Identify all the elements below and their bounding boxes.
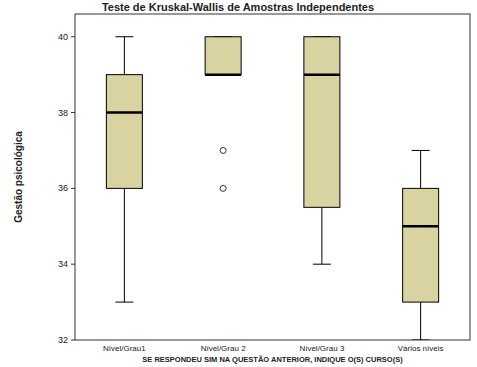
y-tick-label: 40 xyxy=(58,32,68,42)
whisker-upper xyxy=(420,150,421,188)
cap-upper xyxy=(115,36,133,37)
whisker-lower xyxy=(420,302,421,340)
y-tick xyxy=(71,188,75,189)
y-tick xyxy=(71,112,75,113)
median xyxy=(403,225,439,228)
cap-lower xyxy=(313,264,331,265)
outlier xyxy=(220,147,226,153)
y-tick-label: 34 xyxy=(58,259,68,269)
x-tick-label: Nível/Grau1 xyxy=(103,344,146,353)
box xyxy=(304,37,340,208)
median xyxy=(205,73,241,76)
marks xyxy=(106,37,438,340)
y-tick xyxy=(71,264,75,265)
box xyxy=(403,188,439,302)
median xyxy=(304,73,340,76)
chart: Teste de Kruskal-Wallis de Amostras Inde… xyxy=(0,0,477,367)
x-axis-label: SE RESPONDEU SIM NA QUESTÃO ANTERIOR, IN… xyxy=(142,355,403,364)
y-tick xyxy=(71,340,75,341)
cap-lower xyxy=(115,302,133,303)
y-axis-label: Gestão psicológica xyxy=(13,131,24,223)
cap-lower xyxy=(412,340,430,341)
whisker-lower xyxy=(124,188,125,302)
y-tick-label: 36 xyxy=(58,183,68,193)
y-tick xyxy=(71,36,75,37)
box xyxy=(106,75,142,189)
cap-upper xyxy=(412,150,430,151)
outlier xyxy=(220,185,226,191)
whisker-upper xyxy=(124,37,125,75)
x-tick-label: Vários níveis xyxy=(398,344,444,353)
title: Teste de Kruskal-Wallis de Amostras Inde… xyxy=(102,1,374,13)
box xyxy=(205,37,241,75)
y-tick-label: 38 xyxy=(58,108,68,118)
x-tick-label: Nível/Grau 3 xyxy=(299,344,344,353)
median xyxy=(106,111,142,114)
y-tick-label: 32 xyxy=(58,335,68,345)
plot-frame xyxy=(75,14,470,340)
x-tick-label: Nível/Grau 2 xyxy=(201,344,246,353)
whisker-lower xyxy=(321,207,322,264)
